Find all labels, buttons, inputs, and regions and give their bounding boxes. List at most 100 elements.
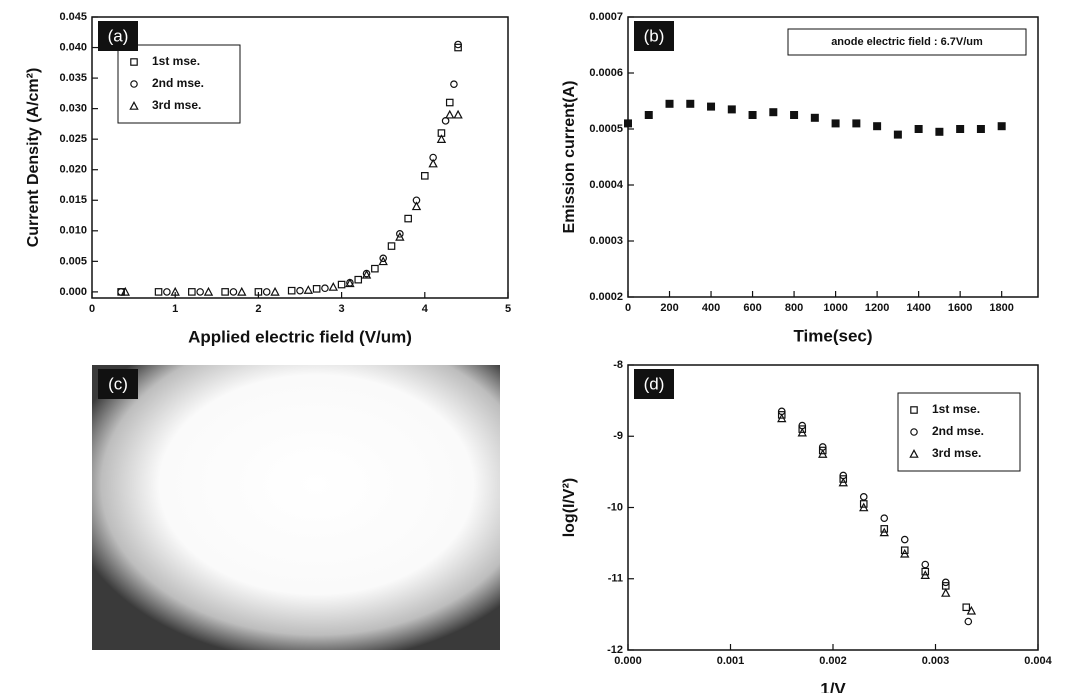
point (450, 80, 458, 88)
point (966, 605, 977, 615)
point (454, 43, 462, 52)
point (852, 119, 861, 128)
x-tick-label: 1600 (948, 302, 972, 314)
y-tick-label: 0.025 (59, 133, 87, 145)
x-tick-label: 600 (743, 302, 761, 314)
x-tick-label: 0 (625, 302, 631, 314)
point (203, 286, 214, 296)
point (997, 122, 1006, 131)
legend-box (117, 44, 241, 124)
point (312, 285, 321, 293)
x-tick-label: 0.004 (1024, 655, 1052, 667)
point (962, 603, 971, 612)
point (838, 477, 848, 487)
y-tick-label: 0.030 (59, 103, 87, 115)
legend-label: 1st mse. (932, 402, 980, 416)
point (900, 548, 910, 558)
legend-marker (130, 58, 138, 66)
point (624, 119, 632, 128)
legend-marker (910, 428, 918, 436)
point (748, 111, 757, 119)
x-tick-label: 1000 (823, 302, 847, 314)
point (900, 546, 909, 555)
legend-marker (909, 449, 919, 458)
point (287, 286, 296, 295)
point (170, 286, 180, 296)
point (921, 560, 930, 569)
panel-label-box (634, 369, 674, 399)
panel-label-box (98, 21, 138, 51)
y-tick-label: 0.0006 (589, 67, 623, 79)
point (328, 282, 338, 291)
point (221, 288, 229, 296)
point (270, 286, 280, 296)
x-tick-label: 0.001 (717, 655, 745, 667)
point (644, 111, 653, 119)
x-tick-label: 5 (505, 303, 511, 315)
point (941, 578, 950, 587)
point (445, 98, 454, 107)
point (354, 275, 363, 284)
point (818, 449, 828, 458)
point (453, 109, 463, 119)
point (454, 40, 462, 49)
point (395, 231, 405, 241)
y-tick-label: 0.0003 (589, 235, 623, 247)
point (956, 125, 965, 133)
x-tick-label: 0.000 (614, 655, 642, 667)
point (361, 269, 372, 279)
point (441, 117, 450, 125)
point (798, 425, 807, 433)
point (900, 535, 909, 544)
point (321, 284, 329, 293)
point (976, 125, 985, 133)
y-tick-label: 0.035 (59, 72, 87, 84)
plot-frame (627, 16, 1039, 298)
y-tick-label: 0.015 (59, 194, 87, 206)
point (880, 514, 889, 522)
point (404, 214, 412, 223)
point (769, 108, 778, 117)
point (873, 122, 882, 131)
legend-box (897, 392, 1021, 472)
x-tick-label: 3 (339, 303, 345, 315)
point (880, 525, 889, 533)
y-tick-label: -11 (608, 573, 623, 585)
y-tick-label: 0.0005 (589, 123, 623, 135)
point (371, 264, 379, 273)
legend-label: 3rd mse. (932, 446, 981, 460)
point (411, 201, 422, 211)
legend-marker (130, 80, 138, 88)
panel-label: (c) (108, 374, 128, 393)
legend-marker (910, 406, 918, 414)
x-axis-label: Time(sec) (793, 326, 872, 345)
y-axis-label: log(I/V²) (561, 478, 578, 538)
point (237, 286, 247, 296)
x-tick-label: 1800 (989, 302, 1013, 314)
point (445, 109, 455, 119)
point (229, 288, 238, 296)
plot-frame (91, 16, 509, 299)
y-tick-label: 0.000 (59, 286, 87, 298)
y-axis-label: Current Density (A/cm²) (25, 68, 42, 248)
y-axis-label: Emission current(A) (561, 81, 578, 234)
point (935, 127, 944, 136)
x-tick-label: 1400 (906, 302, 930, 314)
point (941, 588, 951, 597)
point (686, 99, 695, 108)
x-tick-label: 800 (785, 302, 803, 314)
point (436, 134, 447, 143)
x-axis-label: 1/V (820, 679, 846, 693)
point (879, 527, 889, 537)
y-tick-label: -9 (613, 430, 623, 442)
point (859, 493, 868, 501)
legend-label: 2nd mse. (152, 76, 204, 90)
point (378, 256, 388, 266)
point (665, 99, 674, 108)
panel-label: (a) (108, 26, 129, 45)
point (964, 617, 973, 626)
point (839, 475, 848, 483)
panel-label-box (634, 21, 674, 51)
point (337, 280, 346, 289)
